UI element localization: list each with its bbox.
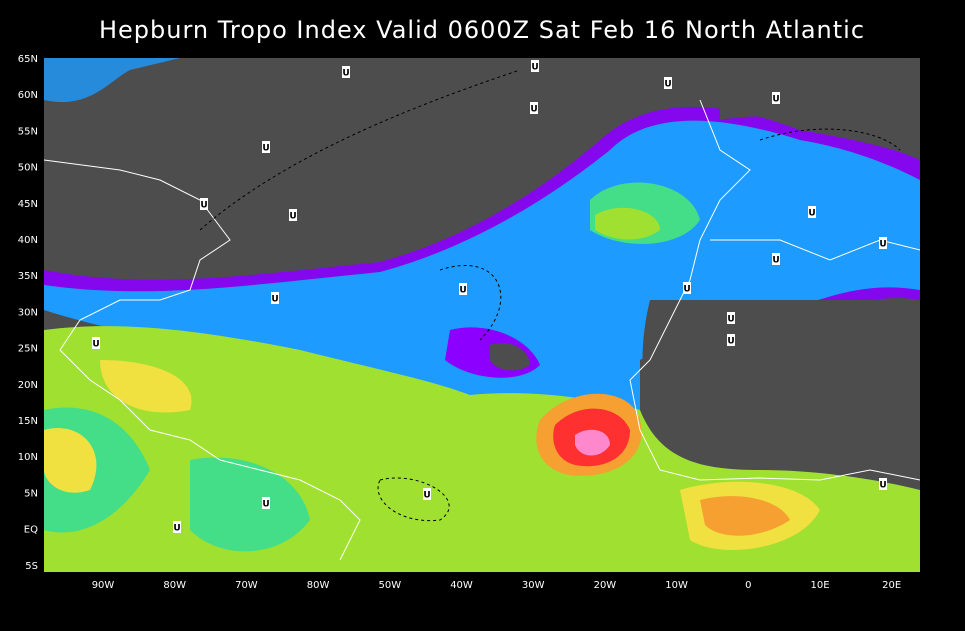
marker-label: U bbox=[200, 201, 207, 211]
lon-label: 40W bbox=[450, 580, 473, 591]
marker-box bbox=[727, 334, 735, 346]
marker-label: U bbox=[772, 256, 779, 266]
marker-box bbox=[262, 497, 270, 509]
marker-label: U bbox=[173, 524, 180, 534]
lat-label: 35N bbox=[18, 271, 38, 282]
marker-label: U bbox=[683, 285, 690, 295]
lat-label: 45N bbox=[18, 199, 38, 210]
lon-label: 90W bbox=[92, 580, 115, 591]
marker-box bbox=[808, 206, 816, 218]
marker-label: U bbox=[459, 286, 466, 296]
lat-label: 15N bbox=[18, 416, 38, 427]
lon-label: 50W bbox=[378, 580, 401, 591]
marker-box bbox=[727, 312, 735, 324]
marker-label: U bbox=[271, 295, 278, 305]
marker-box bbox=[262, 141, 270, 153]
marker-label: U bbox=[879, 240, 886, 250]
lat-label: 30N bbox=[18, 307, 38, 318]
marker-box bbox=[531, 60, 539, 72]
marker-label: U bbox=[772, 95, 779, 105]
lon-label: 0 bbox=[745, 580, 751, 591]
lat-label: 65N bbox=[18, 54, 38, 65]
marker-box bbox=[879, 237, 887, 249]
lat-label: 25N bbox=[18, 344, 38, 355]
marker-label: U bbox=[289, 212, 296, 222]
marker-box bbox=[664, 77, 672, 89]
marker-box bbox=[200, 198, 208, 210]
marker-label: U bbox=[92, 340, 99, 350]
lon-label: 20E bbox=[882, 580, 901, 591]
lon-label: 80W bbox=[163, 580, 186, 591]
map bbox=[43, 58, 921, 572]
lat-label: EQ bbox=[24, 525, 38, 536]
longitude-labels: 90W 80W 70W 80W 50W 40W 30W 20W 10W 0 10E 20E bbox=[92, 580, 902, 591]
lon-label: 70W bbox=[235, 580, 258, 591]
latitude-labels: 65N 60N 55N 50N 45N 40N 35N 30N 25N 20N 15N 10N 5N EQ… bbox=[18, 54, 38, 572]
lon-label: 10W bbox=[665, 580, 688, 591]
lon-label: 30W bbox=[522, 580, 545, 591]
lat-label: 5S bbox=[25, 561, 38, 572]
marker-label: U bbox=[727, 315, 734, 325]
lat-label: 55N bbox=[18, 126, 38, 137]
marker-label: U bbox=[262, 500, 269, 510]
lat-label: 40N bbox=[18, 235, 38, 246]
marker-label: U bbox=[808, 209, 815, 219]
marker-label: U bbox=[530, 105, 537, 115]
lat-label: 60N bbox=[18, 90, 38, 101]
marker-label: U bbox=[531, 63, 538, 73]
marker-label: U bbox=[262, 144, 269, 154]
lat-label: 10N bbox=[18, 452, 38, 463]
marker-label: U bbox=[664, 80, 671, 90]
marker-label: U bbox=[423, 491, 430, 501]
marker-box bbox=[342, 66, 350, 78]
lat-label: 20N bbox=[18, 380, 38, 391]
marker-box bbox=[459, 283, 467, 295]
marker-label: U bbox=[727, 337, 734, 347]
lat-label: 5N bbox=[24, 488, 38, 499]
marker-box bbox=[423, 488, 431, 500]
marker-box bbox=[772, 92, 780, 104]
marker-label: U bbox=[342, 69, 349, 79]
marker-box bbox=[772, 253, 780, 265]
marker-label: U bbox=[879, 481, 886, 491]
marker-box bbox=[173, 521, 181, 533]
marker-box bbox=[271, 292, 279, 304]
marker-box bbox=[683, 282, 691, 294]
lon-label: 20W bbox=[594, 580, 617, 591]
marker-box bbox=[879, 478, 887, 490]
lon-label: 10E bbox=[810, 580, 829, 591]
marker-box bbox=[289, 209, 297, 221]
marker-box bbox=[92, 337, 100, 349]
markers: U U U U U U U U U U U U U U U U U U U U U bbox=[92, 60, 887, 534]
lat-label: 50N bbox=[18, 163, 38, 174]
map-title: Hepburn Tropo Index Valid 0600Z Sat Feb … bbox=[99, 16, 865, 44]
lon-label: 80W bbox=[307, 580, 330, 591]
marker-box bbox=[530, 102, 538, 114]
